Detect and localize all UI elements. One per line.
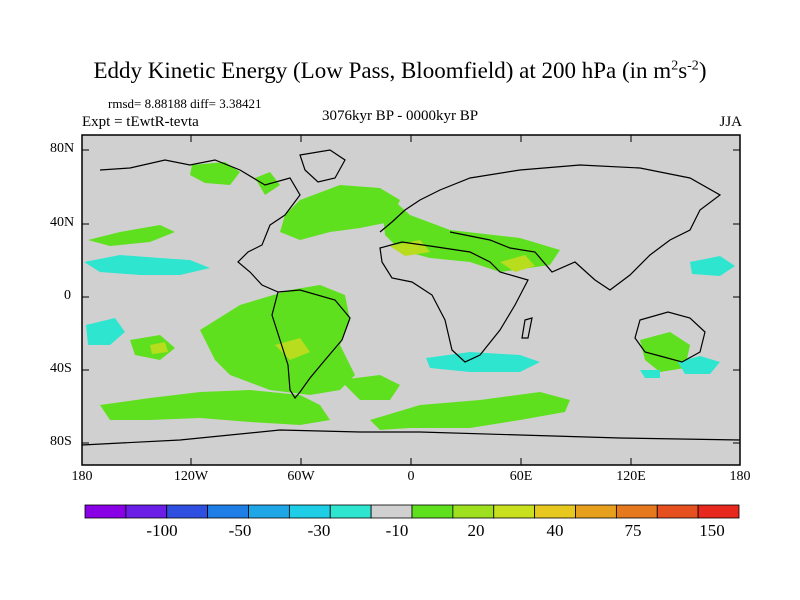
colorbar-swatch <box>329 504 372 519</box>
chart-title: Eddy Kinetic Energy (Low Pass, Bloomfiel… <box>93 58 707 83</box>
lat-label-80s: 80S <box>50 434 72 449</box>
lat-label-80n: 80N <box>50 141 75 156</box>
colorbar-swatch <box>248 504 290 519</box>
coast-antarctica <box>81 429 741 446</box>
colorbar-label: 40 <box>546 521 564 540</box>
colorbar-swatch <box>493 504 536 519</box>
colorbar-swatch <box>534 504 576 519</box>
stats-text: rmsd= 8.88188 diff= 3.38421 <box>108 96 262 111</box>
colorbar-swatch <box>207 504 249 519</box>
colorbar-label: -50 <box>228 521 252 540</box>
lon-label-60e: 60E <box>509 469 533 484</box>
coast-europe-asia <box>379 164 722 291</box>
colorbar-label: -30 <box>307 521 331 540</box>
lat-label-40s: 40S <box>50 361 72 376</box>
coastlines <box>81 149 741 446</box>
colorbar-swatch <box>411 504 454 519</box>
period-label: 3076kyr BP - 0000kyr BP <box>321 108 479 124</box>
colorbar-label: -100 <box>146 521 178 540</box>
lon-label-180e: 180 <box>729 469 751 484</box>
colorbar-swatch <box>452 504 495 519</box>
coast-madagascar <box>521 317 533 339</box>
colorbar-label: 75 <box>624 521 642 540</box>
lat-label-0: 0 <box>64 288 71 303</box>
experiment-label: Expt = tEwtR-tevta <box>82 114 199 130</box>
colorbar-swatch <box>84 504 127 519</box>
coast-africa <box>379 241 529 363</box>
colorbar <box>84 504 740 519</box>
colorbar-swatch <box>656 504 699 519</box>
lon-label-60w: 60W <box>287 469 315 484</box>
lon-label-0: 0 <box>407 469 415 484</box>
lat-label-40n: 40N <box>50 215 75 230</box>
colorbar-swatch <box>370 504 413 519</box>
colorbar-label: 150 <box>699 521 725 540</box>
axis-ticks <box>82 135 740 465</box>
coast-greenland <box>299 149 346 183</box>
colorbar-swatch <box>615 504 658 519</box>
colorbar-swatch <box>697 504 740 519</box>
strong-positive-regions <box>150 240 535 360</box>
coast-north-america <box>99 159 301 293</box>
colorbar-label: 20 <box>467 521 485 540</box>
lon-label-120w: 120W <box>173 469 209 484</box>
colorbar-swatch <box>166 504 209 519</box>
season-label: JJA <box>719 114 742 130</box>
coast-south-america <box>271 289 351 400</box>
colorbar-swatch <box>575 504 617 519</box>
coast-australia <box>634 311 706 363</box>
negative-anomaly-regions <box>84 255 735 378</box>
colorbar-label: -10 <box>385 521 409 540</box>
lon-label-120e: 120E <box>616 469 646 484</box>
lon-label-180w: 180 <box>71 469 93 484</box>
colorbar-swatch <box>125 504 168 519</box>
colorbar-swatch <box>288 504 331 519</box>
